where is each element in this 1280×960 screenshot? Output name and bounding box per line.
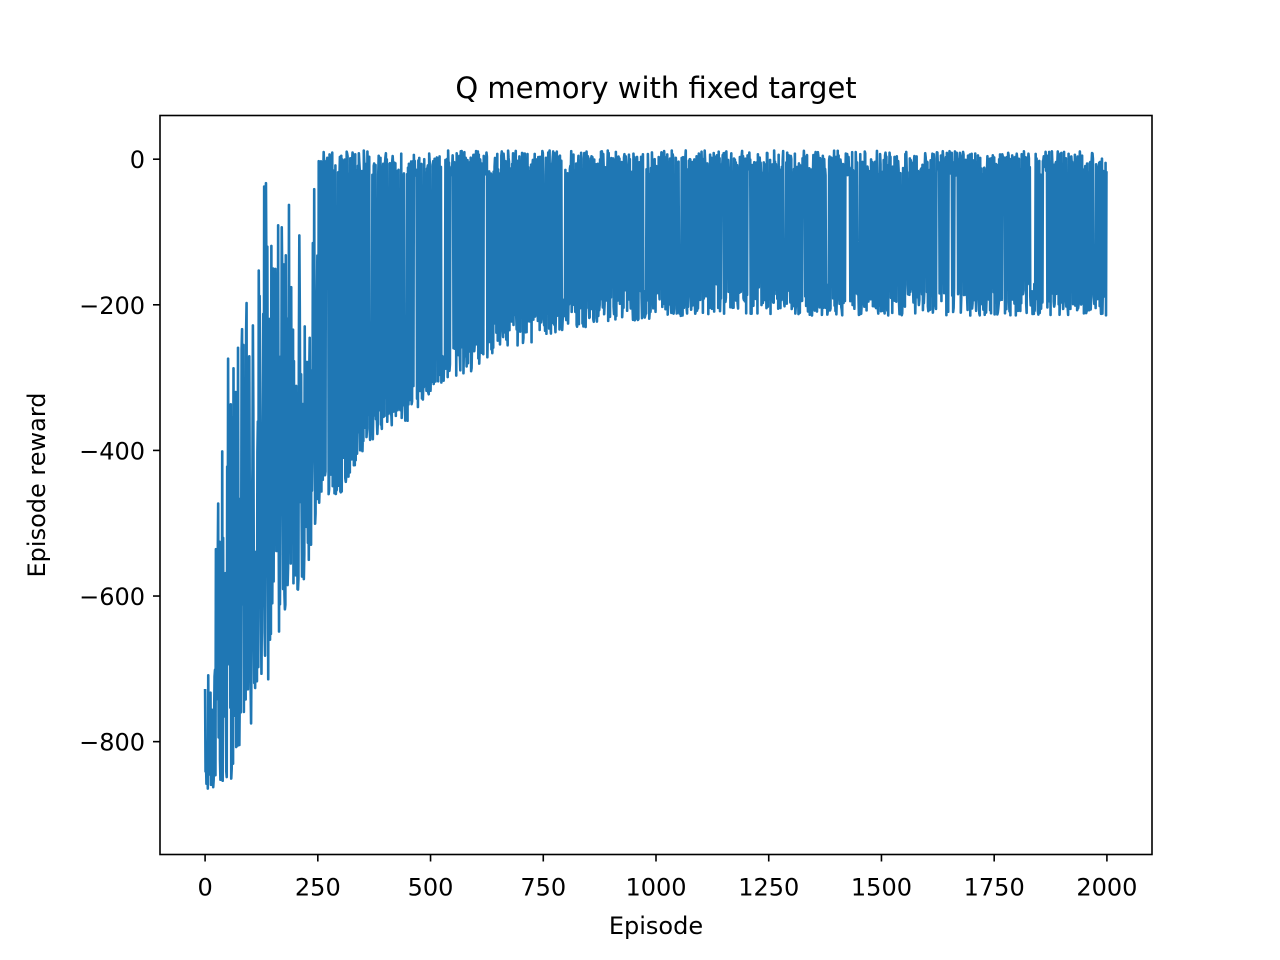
reward-series-line: [203, 149, 1108, 790]
x-axis: 0 250 500 750 1000 1250 1500 1750 2000: [197, 854, 1137, 902]
y-tick-label: 0: [130, 146, 145, 174]
series-layer: [203, 149, 1108, 790]
x-axis-title: Episode: [609, 912, 703, 940]
y-axis-title: Episode reward: [23, 392, 51, 577]
y-tick-label: −800: [79, 729, 145, 757]
x-tick-label: 750: [520, 874, 566, 902]
x-tick-label: 0: [197, 874, 212, 902]
x-tick-label: 1750: [964, 874, 1025, 902]
y-tick-label: −200: [79, 292, 145, 320]
y-axis: 0 −200 −400 −600 −800: [79, 146, 160, 757]
chart-title: Q memory with fixed target: [455, 71, 856, 105]
x-tick-label: 1250: [738, 874, 799, 902]
x-tick-label: 1000: [625, 874, 686, 902]
y-tick-label: −600: [79, 583, 145, 611]
x-tick-label: 1500: [851, 874, 912, 902]
y-tick-label: −400: [79, 437, 145, 465]
x-tick-label: 500: [408, 874, 454, 902]
x-tick-label: 2000: [1076, 874, 1137, 902]
x-tick-label: 250: [295, 874, 341, 902]
